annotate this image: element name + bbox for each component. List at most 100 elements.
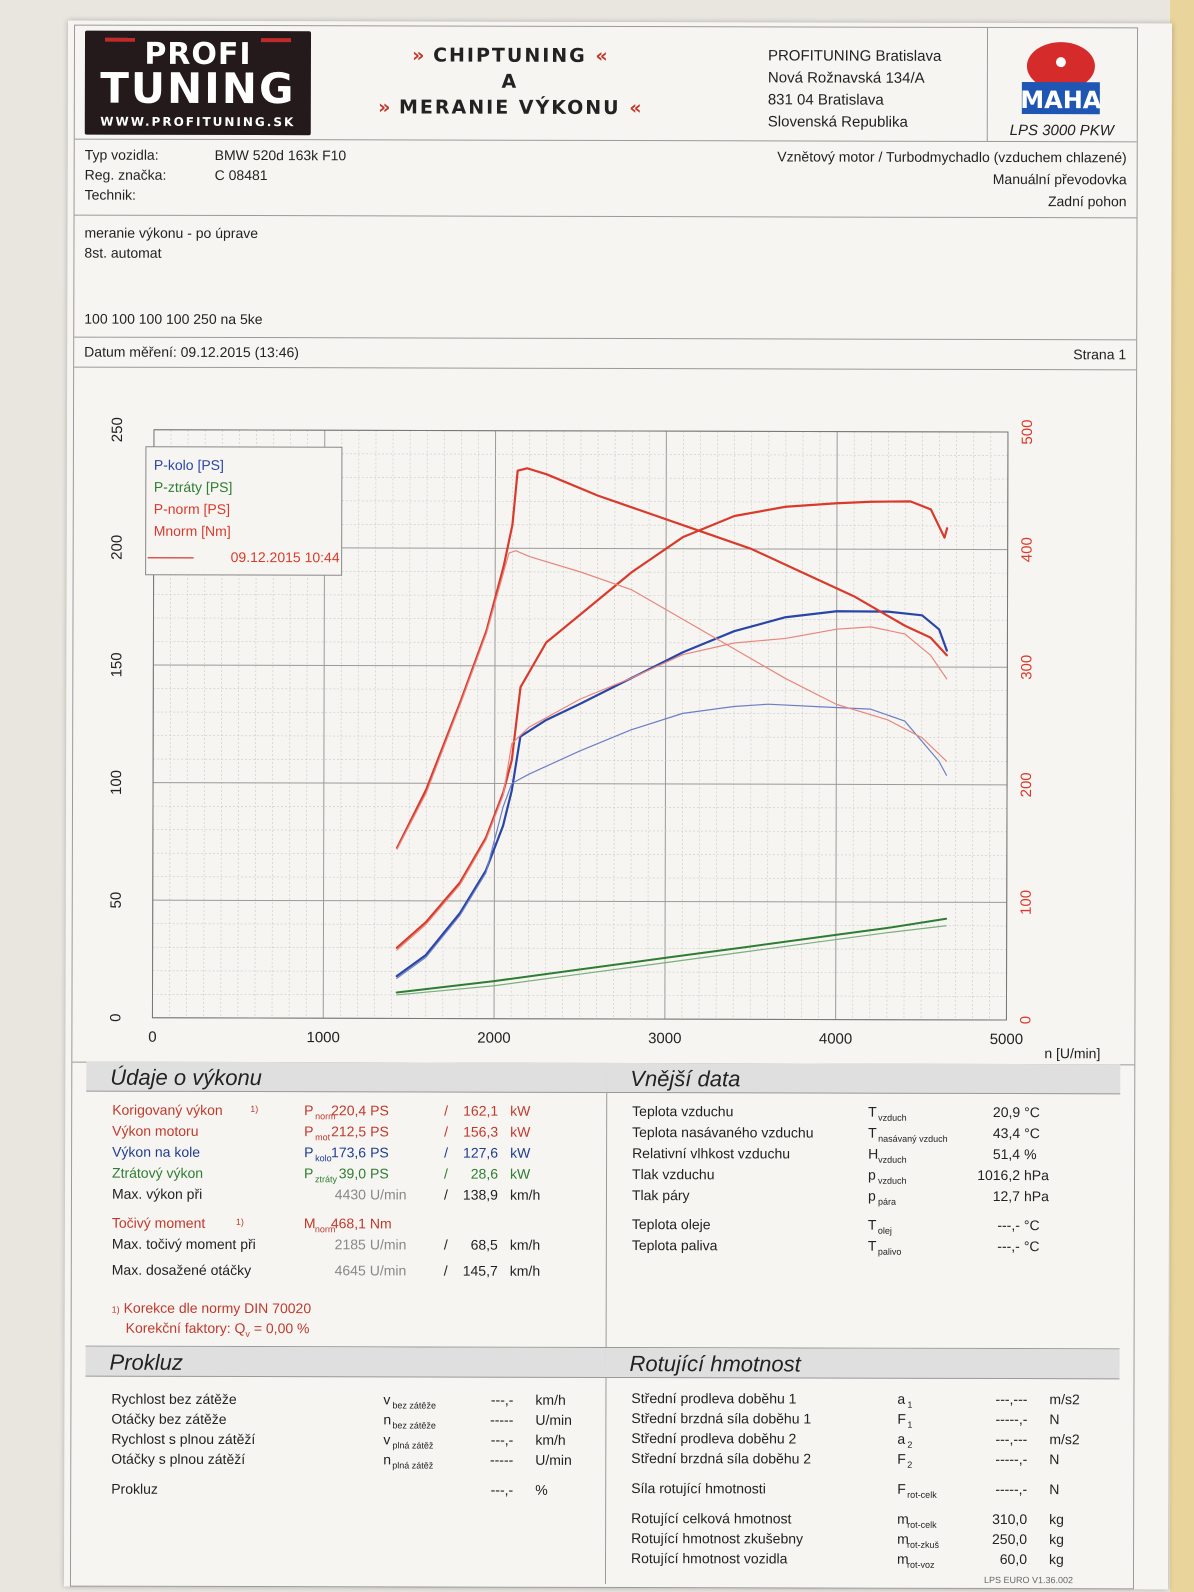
symbol-subscript: norm xyxy=(314,1224,336,1235)
grid-line-v xyxy=(732,431,735,1020)
correction-sup: 1) xyxy=(111,1304,120,1315)
separator: / xyxy=(444,1102,449,1119)
x-tick-label: 0 xyxy=(148,1029,156,1046)
ambient-unit: °C xyxy=(1024,1104,1040,1121)
metric-label: Výkon na kole xyxy=(112,1143,201,1160)
metric-value-2: 28,6 xyxy=(470,1165,499,1182)
address-line: Nová Rožnavská 134/A xyxy=(767,69,925,87)
ambient-unit: hPa xyxy=(1024,1167,1049,1184)
grid-line-v xyxy=(869,431,872,1020)
y-right-tick-label: 400 xyxy=(1019,537,1036,562)
ambient-value: 43,4 xyxy=(992,1124,1021,1142)
grid-line-v xyxy=(459,430,462,1019)
mass-unit: m/s2 xyxy=(1049,1391,1080,1408)
grid-line-v xyxy=(903,431,906,1020)
series-line-7 xyxy=(396,925,947,996)
data-row: Teplota oleje T ---,- °C olej xyxy=(606,1216,1120,1237)
symbol-subscript: kolo xyxy=(315,1153,332,1164)
separator: / xyxy=(443,1262,448,1279)
grid-line-v xyxy=(971,431,975,1020)
mass-value: -----,- xyxy=(995,1450,1028,1468)
mass-symbol: F xyxy=(897,1480,906,1497)
metric-unit-2: kW xyxy=(510,1165,531,1182)
data-row: Střední prodleva doběhu 1 a ---,--- m/s2 1 xyxy=(605,1390,1119,1411)
ambient-unit: °C xyxy=(1023,1217,1040,1234)
external-data-section: Vnější data Teplota vzduchu T 20,9 °C vzduch… xyxy=(606,1062,1121,1348)
metric-unit-2: km/h xyxy=(509,1186,541,1203)
ambient-label: Tlak vzduchu xyxy=(632,1166,715,1183)
mass-symbol: F xyxy=(897,1450,906,1467)
mass-unit: N xyxy=(1049,1411,1060,1428)
background-strip xyxy=(1170,0,1194,1592)
data-row: Točivý moment M 468,1 Nm norm 1) xyxy=(86,1215,606,1236)
grid-line-v xyxy=(664,431,667,1020)
separator: / xyxy=(444,1144,449,1161)
arrow-left-2: » xyxy=(378,96,391,119)
ambient-symbol: T xyxy=(867,1216,877,1233)
mass-label: Síla rotující hmotnosti xyxy=(631,1480,766,1497)
mass-unit: m/s2 xyxy=(1049,1431,1080,1448)
grid-line-v xyxy=(698,431,701,1020)
data-row: Teplota nasávaného vzduchu T 43,4 °C nasávan… xyxy=(606,1124,1120,1145)
ambient-unit: hPa xyxy=(1023,1188,1049,1205)
ambient-symbol: T xyxy=(868,1103,877,1120)
grid-line-h xyxy=(152,876,1007,880)
grid-line-v xyxy=(596,430,599,1019)
y-right-tick-label: 0 xyxy=(1017,1016,1034,1024)
metric-value-2: 162,1 xyxy=(463,1102,499,1119)
slip-value: ---,- xyxy=(490,1431,514,1448)
mass-unit: kg xyxy=(1049,1551,1064,1568)
series-line-6 xyxy=(395,917,948,994)
grid-line-v xyxy=(493,430,497,1019)
factor-sub: v xyxy=(245,1328,250,1339)
metric-value-2: 127,6 xyxy=(463,1144,499,1161)
metric-value-1: 468,1 xyxy=(330,1215,366,1232)
ambient-label: Tlak páry xyxy=(631,1187,690,1204)
ambient-value: ---,- xyxy=(997,1237,1020,1255)
slip-value: ----- xyxy=(489,1451,514,1468)
gearbox-type: Manuální převodovka xyxy=(992,170,1127,188)
performance-section: Údaje o výkonu Korigovaný výkon P 220,4 PS /… xyxy=(85,1061,608,1347)
title-line1: CHIPTUNING xyxy=(433,44,587,67)
ambient-symbol: H xyxy=(868,1145,879,1162)
metric-label: Max. točivý moment při xyxy=(111,1235,256,1253)
metric-label: Max. dosažené otáčky xyxy=(111,1261,252,1279)
ambient-label: Teplota nasávaného vzduchu xyxy=(632,1124,814,1141)
slip-label: Rychlost bez zátěže xyxy=(111,1390,237,1408)
separator: / xyxy=(444,1165,448,1182)
metric-unit-1: PS xyxy=(370,1165,389,1182)
grid-line-v xyxy=(818,431,821,1020)
symbol-subscript: bez zátěže xyxy=(392,1400,436,1411)
factor-label: Korekční faktory: Q xyxy=(125,1319,246,1337)
symbol-subscript: ztráty xyxy=(315,1174,338,1185)
data-row: Rotující hmotnost zkušebny m 250,0 kg rot-zk… xyxy=(605,1530,1119,1551)
data-row: Střední prodleva doběhu 2 a ---,--- m/s2 2 xyxy=(605,1430,1119,1451)
rotating-mass-title: Rotující hmotnost xyxy=(605,1347,1120,1380)
symbol-subscript: 1 xyxy=(907,1419,913,1430)
y-left-tick-label: 250 xyxy=(109,417,126,442)
mass-value: 310,0 xyxy=(992,1510,1028,1528)
ambient-label: Relativní vlhkost vzduchu xyxy=(632,1145,791,1162)
date-row: Datum měření: 09.12.2015 (13:46) Strana … xyxy=(74,336,1137,371)
y-left-tick-label: 0 xyxy=(107,1013,124,1021)
y-right-tick-label: 100 xyxy=(1018,890,1035,915)
data-row: Rotující celková hmotnost m 310,0 kg rot-cel… xyxy=(605,1510,1119,1531)
symbol-subscript: pára xyxy=(877,1196,896,1207)
notes: meranie výkonu - po úprave 8st. automat … xyxy=(74,214,1137,341)
maha-logo-icon: MAHA xyxy=(1020,42,1102,114)
ambient-label: Teplota oleje xyxy=(631,1216,711,1233)
grid-line-v xyxy=(954,431,958,1020)
grid-line-v xyxy=(920,431,923,1020)
grid-line-v xyxy=(715,431,718,1020)
metric-unit-2: km/h xyxy=(509,1262,541,1279)
metric-unit-1: PS xyxy=(370,1144,389,1161)
y-right-tick-label: 200 xyxy=(1018,772,1035,797)
data-row: Otáčky s plnou zátěží n ----- U/min plná zát… xyxy=(85,1451,605,1472)
grid-line-v xyxy=(442,430,445,1019)
series-line-2 xyxy=(395,500,949,949)
metric-value-1: 173,6 xyxy=(331,1144,367,1161)
company-address: PROFITUNING Bratislava Nová Rožnavská 13… xyxy=(768,45,942,133)
correction-text: Korekce dle normy DIN 70020 xyxy=(123,1299,312,1317)
x-tick-label: 2000 xyxy=(477,1030,510,1047)
maha-box: MAHA LPS 3000 PKW xyxy=(986,27,1137,142)
